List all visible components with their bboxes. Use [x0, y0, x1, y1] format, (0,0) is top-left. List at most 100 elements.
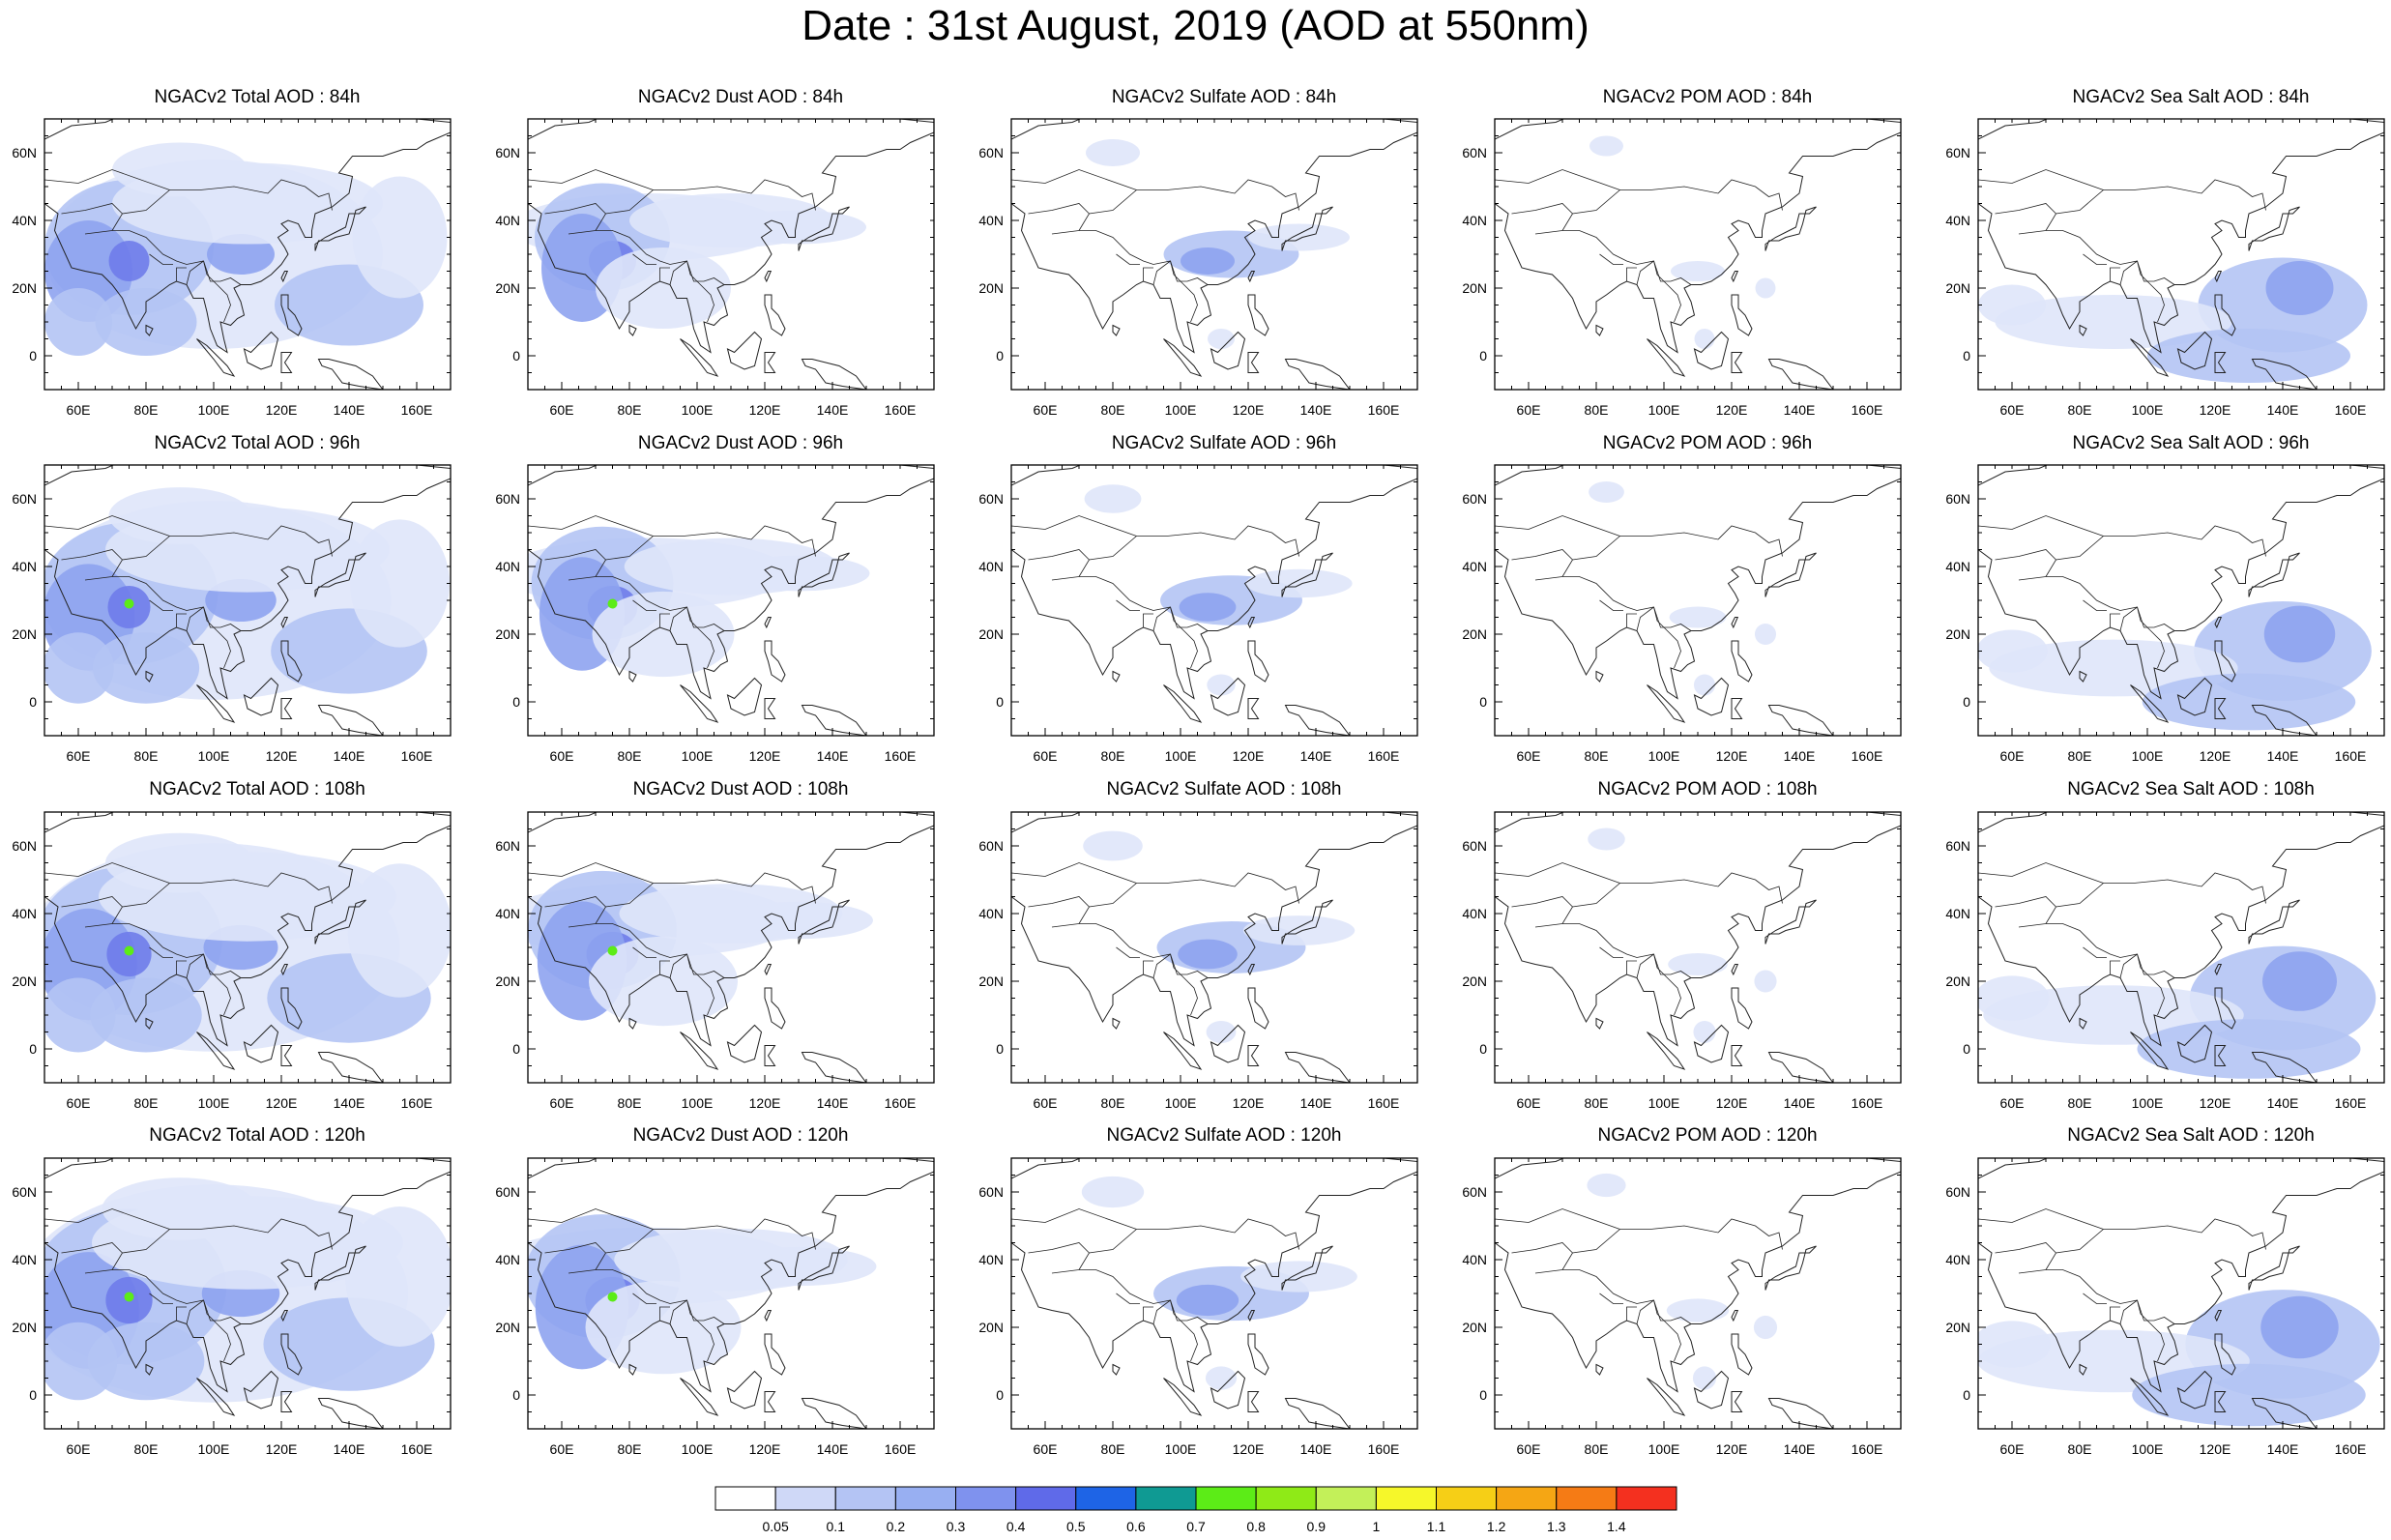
- lat-tick-label: 40N: [12, 1252, 37, 1267]
- lon-tick-label: 120E: [266, 748, 298, 764]
- panel-title: NGACv2 Sea Salt AOD : 108h: [2067, 779, 2315, 799]
- lon-tick-label: 120E: [1716, 1095, 1748, 1111]
- lat-tick-label: 0: [1963, 348, 1970, 363]
- lon-tick-label: 160E: [401, 1441, 433, 1457]
- lon-tick-label: 60E: [67, 1095, 91, 1111]
- lon-tick-label: 120E: [1716, 748, 1748, 764]
- lon-tick-label: 100E: [682, 748, 714, 764]
- map-panel: NGACv2 Total AOD : 84h 60E 80E 100E 120E 140E…: [12, 87, 470, 419]
- lon-tick-label: 120E: [266, 1095, 298, 1111]
- map-panel: NGACv2 Dust AOD : 96h 60E 80E 100E 120E 140E 1…: [495, 433, 953, 765]
- lon-tick-label: 100E: [1648, 748, 1680, 764]
- lon-tick-label: 80E: [2068, 402, 2092, 418]
- lat-tick-label: 20N: [978, 626, 1004, 642]
- aod-field-patch: [102, 1177, 258, 1240]
- lon-tick-label: 140E: [1784, 402, 1816, 418]
- aod-field-patch: [1248, 223, 1350, 251]
- panel-title: NGACv2 Sea Salt AOD : 84h: [2072, 87, 2310, 107]
- lat-tick-label: 60N: [1945, 491, 1970, 507]
- coastlines: [44, 465, 451, 736]
- lon-tick-label: 120E: [1233, 748, 1265, 764]
- lon-tick-label: 60E: [2000, 402, 2025, 418]
- lon-tick-label: 140E: [1300, 1095, 1332, 1111]
- map-plot: 60E 80E 100E 120E 140E 160E 0 20N 40N 60N: [1462, 464, 1902, 764]
- panel-title: NGACv2 Total AOD : 120h: [149, 1125, 365, 1146]
- lon-tick-label: 80E: [618, 402, 642, 418]
- colorbar: 0.05 0.1 0.2 0.3 0.4 0.5 0.6 0.7 0.8 0.9 1 1.1 1.2 1.…: [714, 1486, 1677, 1535]
- lat-tick-label: 60N: [978, 838, 1004, 854]
- colorbar-swatch: [1556, 1486, 1618, 1511]
- lon-tick-label: 60E: [1517, 402, 1541, 418]
- coastlines: [1978, 1158, 2384, 1429]
- lat-tick-label: 20N: [978, 973, 1004, 989]
- lat-tick-label: 60N: [12, 145, 37, 160]
- coastlines: [1978, 812, 2384, 1083]
- lat-tick-label: 40N: [1945, 559, 1970, 574]
- colorbar-swatch: [1135, 1486, 1197, 1511]
- colorbar-swatch: [1436, 1486, 1498, 1511]
- aod-field-patch: [44, 288, 112, 356]
- lat-tick-label: 40N: [495, 559, 520, 574]
- map-panel: NGACv2 POM AOD : 84h 60E 80E 100E 120E 140E 16…: [1462, 87, 1920, 419]
- aod-hotspot: [124, 1292, 134, 1302]
- lon-tick-label: 120E: [266, 402, 298, 418]
- aod-field-patch: [1206, 1020, 1237, 1044]
- lon-tick-label: 100E: [2132, 402, 2164, 418]
- aod-hotspot: [607, 1292, 618, 1302]
- aod-field-patch: [345, 1206, 451, 1347]
- panel-title: NGACv2 Sulfate AOD : 84h: [1111, 87, 1337, 107]
- colorbar-label: 1.4: [1607, 1519, 1626, 1534]
- lon-tick-label: 140E: [2267, 402, 2299, 418]
- lon-tick-label: 100E: [682, 1441, 714, 1457]
- aod-field-patch: [1207, 674, 1236, 696]
- aod-field-patch: [585, 1280, 742, 1375]
- aod-field-patch: [1995, 295, 2232, 349]
- lat-tick-label: 40N: [978, 906, 1004, 921]
- aod-field-patch: [352, 176, 448, 299]
- aod-field-patch: [1754, 970, 1777, 993]
- lon-tick-label: 100E: [2132, 748, 2164, 764]
- aod-field-patch: [589, 936, 738, 1027]
- lat-tick-label: 20N: [495, 1320, 520, 1335]
- panel-title: NGACv2 Total AOD : 96h: [154, 433, 361, 453]
- lat-tick-label: 40N: [1945, 1252, 1970, 1267]
- lon-tick-label: 100E: [2132, 1095, 2164, 1111]
- lat-tick-label: 40N: [12, 213, 37, 228]
- lon-tick-label: 160E: [1852, 1095, 1883, 1111]
- lat-tick-label: 0: [1963, 694, 1970, 710]
- lon-tick-label: 140E: [817, 748, 849, 764]
- lon-tick-label: 160E: [401, 1095, 433, 1111]
- panel-title: NGACv2 Total AOD : 84h: [154, 87, 361, 107]
- lat-tick-label: 0: [996, 1387, 1004, 1403]
- aod-field-patch: [1755, 277, 1776, 299]
- lon-tick-label: 80E: [1101, 748, 1125, 764]
- map-panel: NGACv2 Sea Salt AOD : 96h 60E 80E 100E 120E 1…: [1945, 433, 2391, 765]
- colorbar-label: 1: [1372, 1519, 1380, 1534]
- lon-tick-label: 100E: [1165, 1095, 1197, 1111]
- lat-tick-label: 0: [512, 1041, 520, 1057]
- aod-field-patch: [1589, 135, 1623, 157]
- lon-tick-label: 60E: [2000, 1095, 2025, 1111]
- lat-tick-label: 20N: [1945, 973, 1970, 989]
- lon-tick-label: 100E: [1648, 1095, 1680, 1111]
- aod-field-patch: [2147, 329, 2350, 383]
- lon-tick-label: 140E: [817, 1095, 849, 1111]
- lon-tick-label: 60E: [550, 1441, 574, 1457]
- lat-tick-label: 40N: [1462, 213, 1487, 228]
- panel-title: NGACv2 POM AOD : 120h: [1597, 1125, 1818, 1146]
- aod-field-patch: [207, 234, 275, 275]
- colorbar-swatch: [894, 1486, 956, 1511]
- lon-tick-label: 80E: [1101, 1095, 1125, 1111]
- lon-tick-label: 80E: [2068, 1095, 2092, 1111]
- lon-tick-label: 80E: [2068, 1441, 2092, 1457]
- coastlines: [1978, 465, 2384, 736]
- aod-field-patch: [1181, 247, 1235, 275]
- aod-field-patch: [1693, 1020, 1716, 1044]
- panel-title: NGACv2 Sea Salt AOD : 96h: [2072, 433, 2310, 453]
- lat-tick-label: 40N: [978, 1252, 1004, 1267]
- lon-tick-label: 80E: [1101, 1441, 1125, 1457]
- lon-tick-label: 60E: [2000, 748, 2025, 764]
- aod-field-patch: [1242, 915, 1356, 945]
- lon-tick-label: 80E: [618, 748, 642, 764]
- lat-tick-label: 0: [1479, 1387, 1487, 1403]
